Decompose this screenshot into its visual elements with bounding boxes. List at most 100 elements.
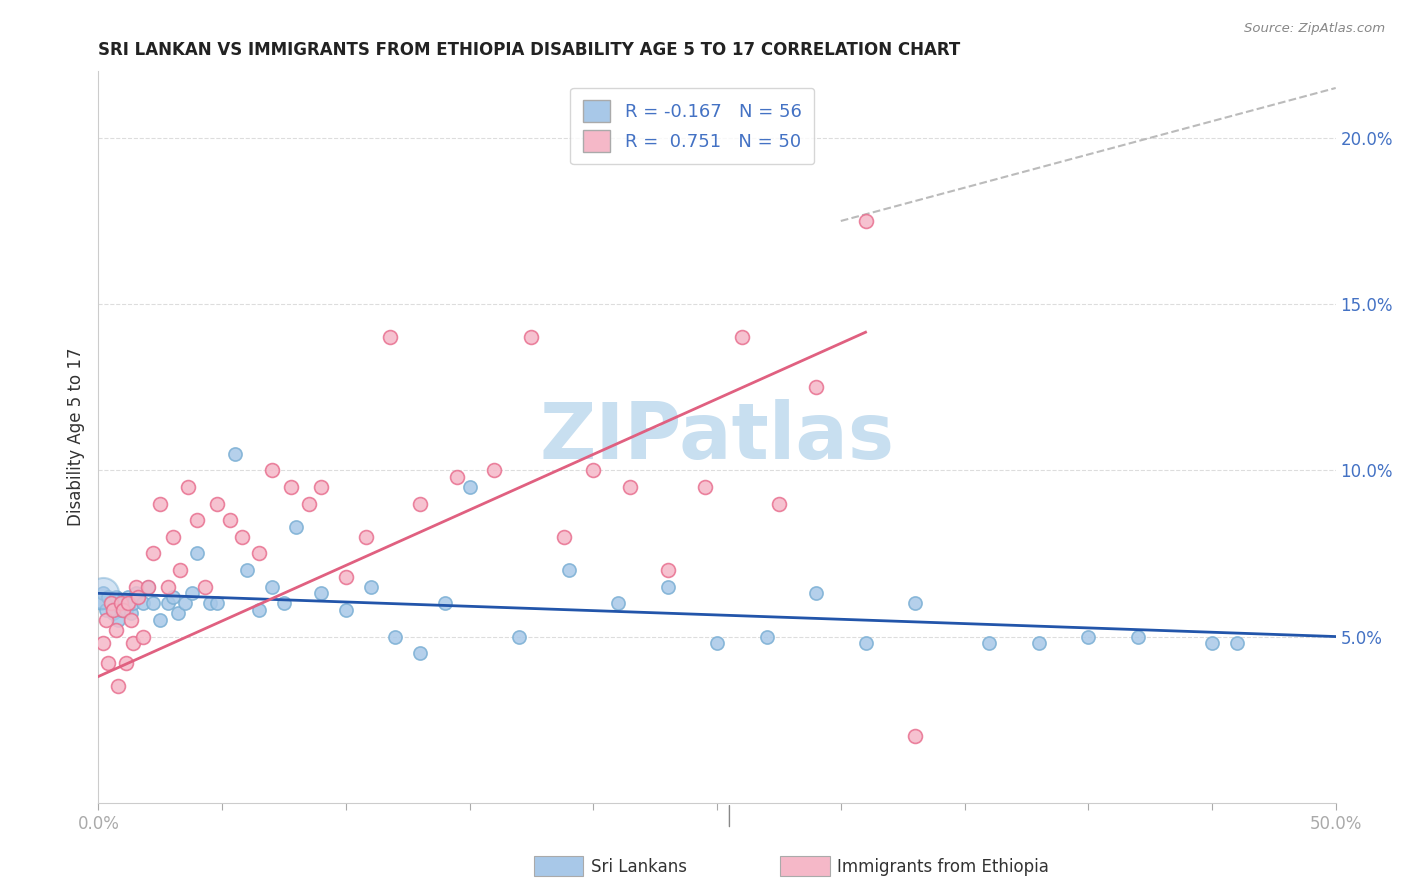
Point bbox=[804, 380, 827, 394]
Point bbox=[260, 580, 283, 594]
Point bbox=[360, 580, 382, 594]
Point bbox=[247, 546, 270, 560]
Point bbox=[142, 546, 165, 560]
Legend: R = -0.167   N = 56, R =  0.751   N = 50: R = -0.167 N = 56, R = 0.751 N = 50 bbox=[571, 87, 814, 164]
Point bbox=[280, 480, 302, 494]
Point bbox=[124, 580, 146, 594]
Point bbox=[904, 596, 927, 610]
Point bbox=[458, 480, 481, 494]
Point bbox=[855, 636, 877, 650]
Text: ZIPatlas: ZIPatlas bbox=[540, 399, 894, 475]
Point bbox=[162, 530, 184, 544]
Point bbox=[433, 596, 456, 610]
Point bbox=[354, 530, 377, 544]
Point bbox=[335, 603, 357, 617]
Point bbox=[224, 447, 246, 461]
Point bbox=[174, 596, 197, 610]
Point bbox=[166, 607, 188, 621]
Text: Sri Lankans: Sri Lankans bbox=[591, 858, 686, 876]
Point bbox=[247, 603, 270, 617]
Point bbox=[122, 636, 145, 650]
Point bbox=[205, 497, 228, 511]
Point bbox=[181, 586, 204, 600]
Point bbox=[380, 330, 402, 344]
Point bbox=[855, 214, 877, 228]
Point bbox=[104, 623, 127, 637]
Point bbox=[132, 596, 155, 610]
Point bbox=[114, 656, 136, 670]
Point bbox=[693, 480, 716, 494]
Point bbox=[218, 513, 240, 527]
Point bbox=[553, 530, 575, 544]
Point bbox=[706, 636, 728, 650]
Point bbox=[194, 580, 217, 594]
Point bbox=[582, 463, 605, 477]
Point bbox=[1226, 636, 1249, 650]
Point bbox=[231, 530, 253, 544]
Point bbox=[136, 580, 159, 594]
Point bbox=[122, 596, 145, 610]
Point bbox=[309, 480, 332, 494]
Point bbox=[97, 590, 120, 604]
Point bbox=[100, 596, 122, 610]
Point bbox=[335, 570, 357, 584]
Point bbox=[120, 607, 142, 621]
Point bbox=[1126, 630, 1149, 644]
Point bbox=[176, 480, 198, 494]
Point bbox=[619, 480, 641, 494]
Point bbox=[103, 603, 125, 617]
Point bbox=[236, 563, 259, 577]
Point bbox=[186, 513, 208, 527]
Point bbox=[1028, 636, 1050, 650]
Point bbox=[117, 590, 139, 604]
Point bbox=[112, 603, 135, 617]
Point bbox=[104, 590, 127, 604]
Point bbox=[657, 580, 679, 594]
Point bbox=[142, 596, 165, 610]
Point bbox=[94, 603, 117, 617]
Point bbox=[384, 630, 406, 644]
Point bbox=[120, 613, 142, 627]
Point bbox=[156, 580, 179, 594]
Point bbox=[93, 636, 115, 650]
Point bbox=[198, 596, 221, 610]
Point bbox=[804, 586, 827, 600]
Point bbox=[136, 580, 159, 594]
Point bbox=[657, 563, 679, 577]
Point bbox=[127, 590, 149, 604]
Point bbox=[731, 330, 754, 344]
Point bbox=[446, 470, 468, 484]
Point bbox=[127, 590, 149, 604]
Point bbox=[93, 586, 115, 600]
Point bbox=[484, 463, 506, 477]
Point bbox=[100, 596, 122, 610]
Point bbox=[904, 729, 927, 743]
Text: SRI LANKAN VS IMMIGRANTS FROM ETHIOPIA DISABILITY AGE 5 TO 17 CORRELATION CHART: SRI LANKAN VS IMMIGRANTS FROM ETHIOPIA D… bbox=[98, 41, 960, 59]
Point bbox=[93, 586, 115, 600]
Point bbox=[97, 656, 120, 670]
Point bbox=[1077, 630, 1099, 644]
Y-axis label: Disability Age 5 to 17: Disability Age 5 to 17 bbox=[67, 348, 86, 526]
Point bbox=[94, 613, 117, 627]
Point bbox=[90, 596, 112, 610]
Point bbox=[132, 630, 155, 644]
Point bbox=[114, 603, 136, 617]
Point bbox=[156, 596, 179, 610]
Point bbox=[1201, 636, 1223, 650]
Point bbox=[309, 586, 332, 600]
Point bbox=[149, 497, 172, 511]
Point bbox=[755, 630, 778, 644]
Point bbox=[298, 497, 321, 511]
Point bbox=[285, 520, 308, 534]
Point bbox=[112, 596, 135, 610]
Point bbox=[186, 546, 208, 560]
Point bbox=[162, 590, 184, 604]
Point bbox=[273, 596, 295, 610]
Text: Source: ZipAtlas.com: Source: ZipAtlas.com bbox=[1244, 22, 1385, 36]
Point bbox=[520, 330, 543, 344]
Point bbox=[110, 596, 132, 610]
Point bbox=[409, 646, 432, 660]
Point bbox=[149, 613, 172, 627]
Point bbox=[205, 596, 228, 610]
Point bbox=[979, 636, 1001, 650]
